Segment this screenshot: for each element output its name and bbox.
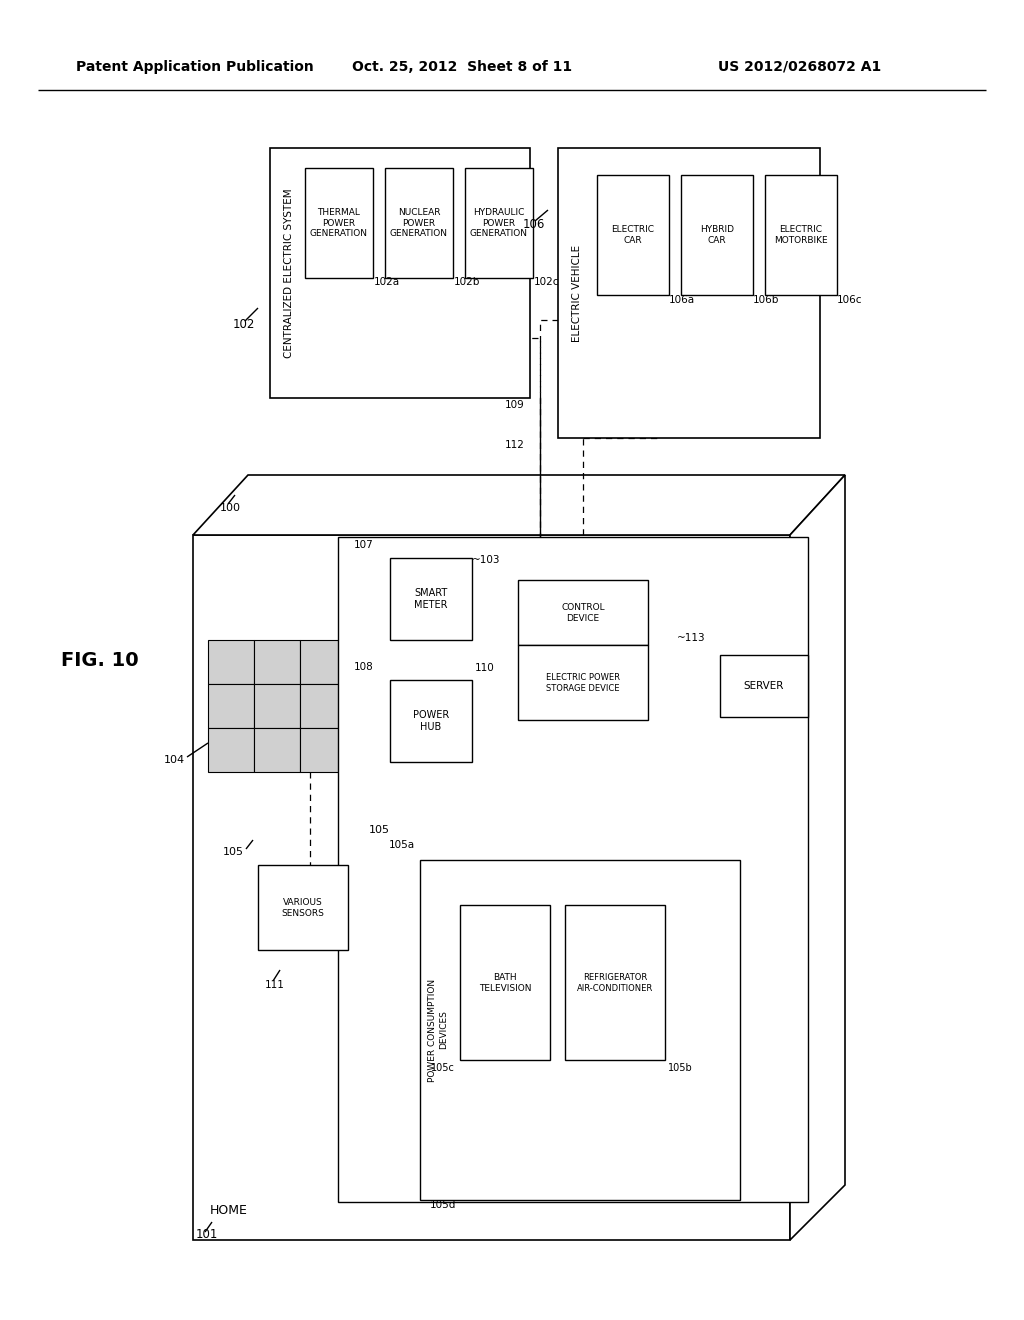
- Text: 104: 104: [164, 755, 185, 766]
- Text: THERMAL
POWER
GENERATION: THERMAL POWER GENERATION: [310, 209, 368, 238]
- Text: 102b: 102b: [454, 277, 480, 286]
- Bar: [300, 729, 346, 772]
- Bar: [254, 640, 300, 684]
- Text: 102c: 102c: [534, 277, 559, 286]
- Bar: [460, 906, 550, 1060]
- Bar: [338, 537, 808, 1203]
- Polygon shape: [193, 535, 790, 1239]
- Text: 106: 106: [523, 219, 546, 231]
- Text: 101: 101: [196, 1229, 218, 1242]
- Bar: [208, 684, 254, 729]
- Text: VARIOUS
SENSORS: VARIOUS SENSORS: [282, 899, 325, 917]
- Text: 111: 111: [265, 979, 285, 990]
- Bar: [254, 684, 300, 729]
- Text: 109: 109: [505, 400, 525, 411]
- Bar: [208, 729, 254, 772]
- Text: 105b: 105b: [668, 1063, 693, 1073]
- Text: 107: 107: [354, 540, 374, 550]
- Text: SERVER: SERVER: [743, 681, 784, 690]
- Text: REFRIGERATOR
AIR-CONDITIONER: REFRIGERATOR AIR-CONDITIONER: [577, 973, 653, 993]
- Bar: [305, 168, 373, 279]
- Text: 105a: 105a: [389, 840, 415, 850]
- Text: ~103: ~103: [471, 554, 500, 565]
- Text: HYBRID
CAR: HYBRID CAR: [700, 226, 734, 244]
- Bar: [597, 176, 669, 294]
- Bar: [270, 148, 530, 399]
- Text: ELECTRIC
CAR: ELECTRIC CAR: [611, 226, 654, 244]
- Text: ELECTRIC
MOTORBIKE: ELECTRIC MOTORBIKE: [774, 226, 827, 244]
- Text: 100: 100: [220, 503, 241, 513]
- Text: POWER
HUB: POWER HUB: [413, 710, 450, 731]
- Bar: [390, 558, 472, 640]
- Text: NUCLEAR
POWER
GENERATION: NUCLEAR POWER GENERATION: [390, 209, 449, 238]
- Bar: [558, 148, 820, 438]
- Bar: [518, 645, 648, 719]
- Text: ~113: ~113: [677, 634, 705, 643]
- Text: SMART
METER: SMART METER: [415, 589, 447, 610]
- Text: HYDRAULIC
POWER
GENERATION: HYDRAULIC POWER GENERATION: [470, 209, 528, 238]
- Text: 105: 105: [369, 825, 390, 836]
- Text: 110: 110: [475, 663, 495, 673]
- Bar: [565, 906, 665, 1060]
- Text: 108: 108: [354, 663, 374, 672]
- Text: 102: 102: [233, 318, 255, 331]
- Text: Patent Application Publication: Patent Application Publication: [76, 59, 314, 74]
- Text: CENTRALIZED ELECTRIC SYSTEM: CENTRALIZED ELECTRIC SYSTEM: [284, 189, 294, 358]
- Bar: [300, 640, 346, 684]
- Bar: [681, 176, 753, 294]
- Bar: [258, 865, 348, 950]
- Text: 106c: 106c: [837, 294, 862, 305]
- Bar: [208, 640, 254, 684]
- Text: 105: 105: [223, 847, 244, 857]
- Polygon shape: [790, 475, 845, 1239]
- Text: US 2012/0268072 A1: US 2012/0268072 A1: [719, 59, 882, 74]
- Bar: [390, 680, 472, 762]
- Bar: [720, 655, 808, 717]
- Text: 106b: 106b: [753, 294, 779, 305]
- Text: POWER CONSUMPTION
DEVICES: POWER CONSUMPTION DEVICES: [428, 978, 447, 1081]
- Text: 105c: 105c: [431, 1063, 455, 1073]
- Text: CONTROL
DEVICE: CONTROL DEVICE: [561, 603, 605, 623]
- Bar: [765, 176, 837, 294]
- Text: 105d: 105d: [430, 1200, 457, 1210]
- Text: FIG. 10: FIG. 10: [61, 651, 139, 669]
- Bar: [518, 579, 648, 645]
- Bar: [254, 729, 300, 772]
- Text: 102a: 102a: [374, 277, 400, 286]
- Bar: [465, 168, 534, 279]
- Text: 106a: 106a: [669, 294, 695, 305]
- Bar: [420, 861, 740, 1200]
- Bar: [385, 168, 453, 279]
- Polygon shape: [193, 475, 845, 535]
- Text: Oct. 25, 2012  Sheet 8 of 11: Oct. 25, 2012 Sheet 8 of 11: [352, 59, 572, 74]
- Text: BATH
TELEVISION: BATH TELEVISION: [479, 973, 531, 993]
- Text: ELECTRIC POWER
STORAGE DEVICE: ELECTRIC POWER STORAGE DEVICE: [546, 673, 620, 693]
- Text: ELECTRIC VEHICLE: ELECTRIC VEHICLE: [572, 244, 582, 342]
- Text: HOME: HOME: [210, 1204, 248, 1217]
- Bar: [300, 684, 346, 729]
- Text: 112: 112: [505, 440, 525, 450]
